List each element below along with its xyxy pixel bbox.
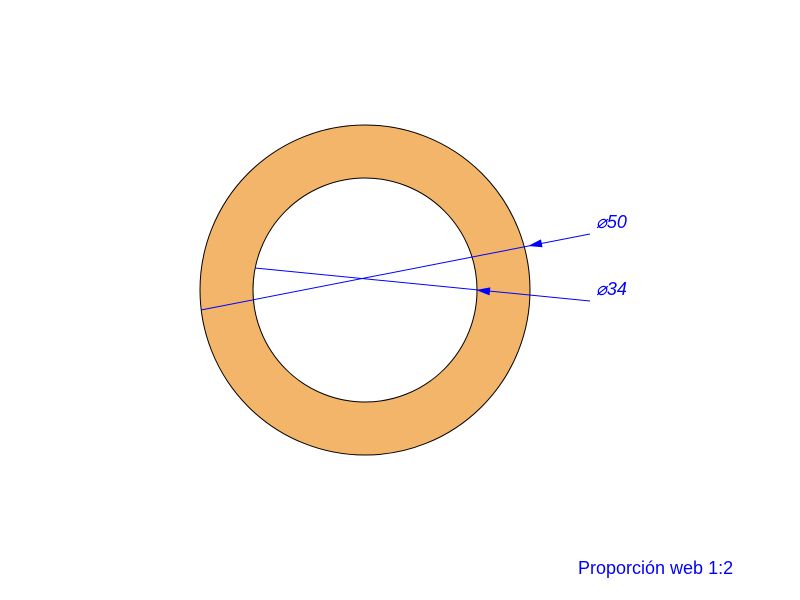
leader-inner [255, 268, 590, 301]
dim-label-inner: ⌀34 [596, 279, 627, 300]
footer-scale-label: Proporción web 1:2 [578, 558, 733, 579]
ring-svg [0, 0, 800, 600]
drawing-canvas: ⌀50 ⌀34 Proporción web 1:2 [0, 0, 800, 600]
dim-label-outer: ⌀50 [596, 212, 627, 233]
